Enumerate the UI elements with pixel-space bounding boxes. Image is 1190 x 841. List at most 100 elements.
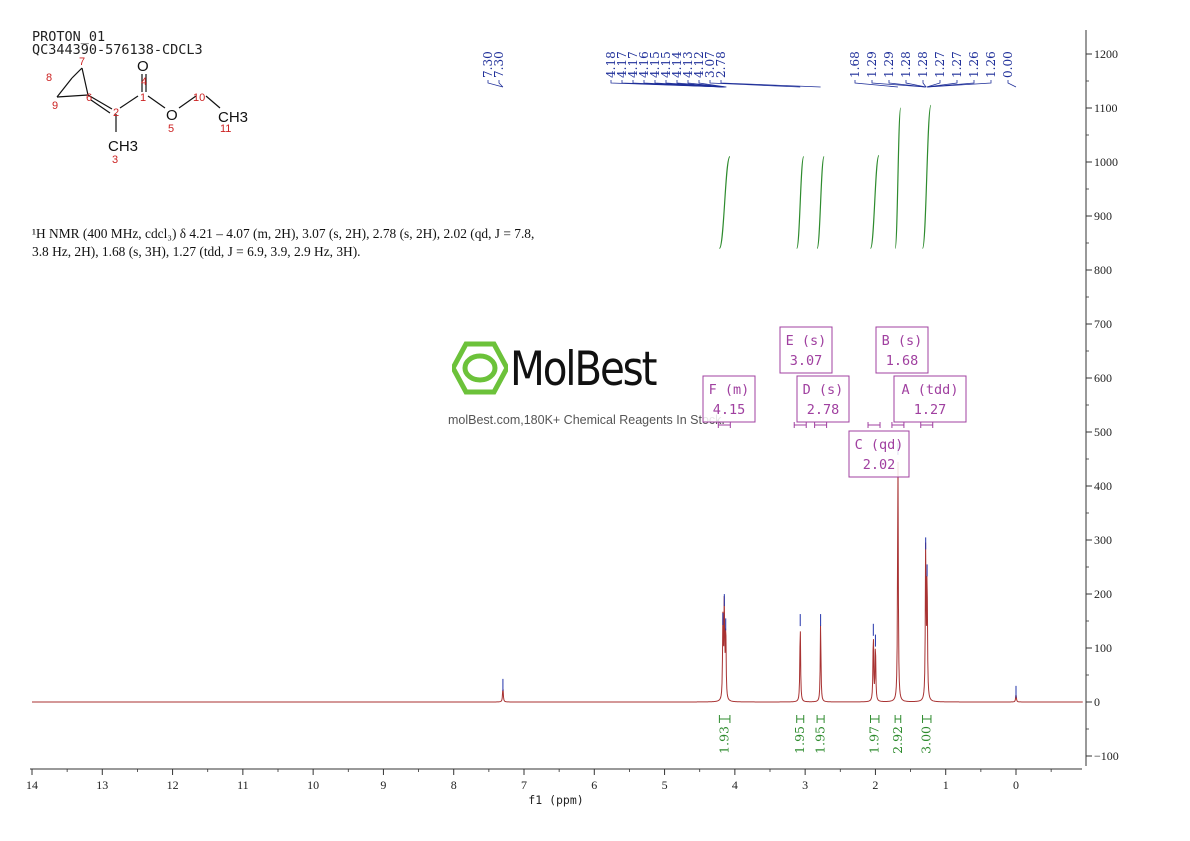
atom-o-ester: O <box>166 107 178 124</box>
spectrum-line <box>32 461 1083 703</box>
x-tick-label: 14 <box>26 778 38 792</box>
peak-label: 1.29 <box>865 51 879 78</box>
peak-label: 1.26 <box>967 51 981 78</box>
peak-label: 1.29 <box>882 51 896 78</box>
multiplet-box-c: C (qd) 2.02 <box>848 422 910 478</box>
multiplet-box-frame <box>893 375 967 423</box>
x-axis-label: f1 (ppm) <box>528 793 583 807</box>
integral-value: 1.95 <box>813 726 828 754</box>
y-tick-label: 1200 <box>1094 47 1118 61</box>
multiplet-box-b: B (s) 1.68 <box>875 326 929 428</box>
peak-label: 1.28 <box>899 51 913 78</box>
peak-label: 4.17 <box>626 51 640 78</box>
x-tick-label: 11 <box>237 778 249 792</box>
peak-label: 4.12 <box>692 51 706 78</box>
integral-value: 3.00 <box>919 726 934 754</box>
molbest-tagline: molBest.com,180K+ Chemical Reagents In S… <box>448 413 725 427</box>
multiplet-box-a: A (tdd) 1.27 <box>893 375 967 428</box>
multiplet-shift: 1.27 <box>914 402 947 418</box>
peak-label-connector <box>927 80 992 88</box>
peak-label-group-upfield: 1.68 1.29 1.29 1.28 1.28 1.27 1.27 1.26 1.26 0.00 <box>848 51 1017 88</box>
x-tick-label: 2 <box>872 778 878 792</box>
multiplet-box-frame <box>779 326 833 374</box>
peak-label-connector <box>1007 80 1017 88</box>
y-tick-label: −100 <box>1094 749 1119 763</box>
integral-curve <box>796 156 805 249</box>
integral: 2.92 <box>890 107 905 754</box>
atom-number-1: 1 <box>140 92 146 104</box>
multiplet-shift: 1.68 <box>886 353 919 369</box>
peak-label-connector <box>709 80 801 88</box>
x-tick-label: 10 <box>307 778 319 792</box>
multiplet-box-frame <box>796 375 850 423</box>
peak-label-connector <box>905 80 927 88</box>
peak-label-connector <box>922 80 927 88</box>
multiplet-box-d: D (s) 2.78 <box>796 375 850 428</box>
peak-label: 2.78 <box>714 51 728 78</box>
peak-label: 4.18 <box>604 51 618 78</box>
peak-label: 1.26 <box>984 51 998 78</box>
y-tick-label: 300 <box>1094 533 1112 547</box>
atom-o-carbonyl: O <box>137 58 149 75</box>
multiplet-label: B (s) <box>882 333 923 349</box>
atom-number-5: 5 <box>168 123 174 135</box>
x-tick-label: 0 <box>1013 778 1019 792</box>
atom-number-4: 4 <box>141 76 147 88</box>
multiplet-label: F (m) <box>709 382 750 398</box>
peak-label: 0.00 <box>1001 51 1015 78</box>
integral: 1.95 <box>792 156 807 754</box>
integral: 3.00 <box>919 104 934 754</box>
x-tick-label: 6 <box>591 778 597 792</box>
peak-label: 1.68 <box>848 51 862 78</box>
peak-label-group-mid: 4.184.174.174.164.154.154.144.134.123.07… <box>604 51 821 88</box>
atom-number-11: 11 <box>220 123 231 135</box>
y-tick-label: 700 <box>1094 317 1112 331</box>
multiplet-shift: 3.07 <box>790 353 823 369</box>
peak-label: 1.27 <box>933 51 947 78</box>
multiplet-label: C (qd) <box>855 437 904 453</box>
integral: 1.97 <box>867 154 882 754</box>
x-tick-label: 13 <box>96 778 108 792</box>
nmr-description-line1: ¹H NMR (400 MHz, cdcl₃) δ 4.21 – 4.07 (m… <box>32 226 535 241</box>
peak-label-connector <box>676 80 726 88</box>
peak-label: 4.16 <box>637 51 651 78</box>
molbest-logo-icon <box>452 341 508 395</box>
peak-label: 4.15 <box>648 51 662 78</box>
integral-curve <box>921 104 932 249</box>
integral-curve <box>869 154 880 249</box>
x-tick-label: 9 <box>380 778 386 792</box>
peak-label: 1.27 <box>950 51 964 78</box>
y-tick-label: 0 <box>1094 695 1100 709</box>
x-tick-label: 1 <box>943 778 949 792</box>
peak-label-connector <box>687 80 726 88</box>
integral-curve <box>816 156 825 249</box>
y-tick-label: 800 <box>1094 263 1112 277</box>
sample-id: QC344390-576138-CDCL3 <box>32 42 203 58</box>
integral: 1.93 <box>717 156 732 754</box>
peak-label-connector <box>926 80 958 88</box>
peak-label-connector <box>720 80 821 88</box>
multiplet-shift: 4.15 <box>713 402 746 418</box>
atom-ch3-ethyl: CH3 <box>218 109 248 126</box>
atom-ch3-methyl: CH3 <box>108 138 138 155</box>
peak-label: 4.14 <box>670 51 684 78</box>
integral-value: 2.92 <box>890 726 905 754</box>
molbest-logo-word: MolBest <box>510 342 657 397</box>
y-tick-label: 400 <box>1094 479 1112 493</box>
nmr-description-line2: 3.8 Hz, 2H), 1.68 (s, 3H), 1.27 (tdd, J … <box>32 244 361 259</box>
x-tick-label: 7 <box>521 778 527 792</box>
y-tick-label: 900 <box>1094 209 1112 223</box>
peak-label: 1.28 <box>916 51 930 78</box>
atom-number-9: 9 <box>52 100 58 112</box>
y-tick-label: 100 <box>1094 641 1112 655</box>
multiplet-box-frame <box>848 430 910 478</box>
integral-curve <box>894 107 902 249</box>
multiplet-box-e: E (s) 3.07 <box>779 326 833 428</box>
peak-label-connector <box>698 80 727 88</box>
multiplet-label: D (s) <box>803 382 844 398</box>
peak-label-group-aromatic: 7.307.30 <box>481 51 506 88</box>
multiplet-box-frame <box>702 375 756 423</box>
peak-label-connector <box>854 80 898 88</box>
atom-number-2: 2 <box>113 107 119 119</box>
